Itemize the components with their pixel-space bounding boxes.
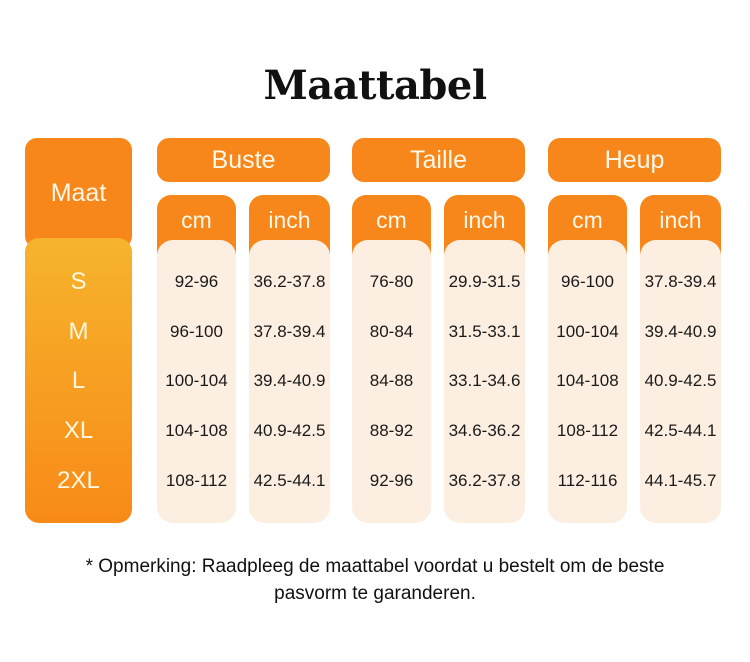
group-header-heup: Heup xyxy=(548,138,721,182)
table-cell: 42.5-44.1 xyxy=(644,421,717,440)
table-cell: 40.9-42.5 xyxy=(253,421,326,440)
table-cell: 100-104 xyxy=(556,322,619,341)
table-cell: 112-116 xyxy=(557,471,618,490)
table-cell: 40.9-42.5 xyxy=(644,371,717,390)
table-cell: 36.2-37.8 xyxy=(253,272,326,291)
table-cell: 37.8-39.4 xyxy=(253,322,326,341)
table-cell: 33.1-34.6 xyxy=(448,371,521,390)
table-cell: 92-96 xyxy=(369,471,414,490)
column-taille-cm: 76-80 80-84 84-88 88-92 92-96 xyxy=(352,240,431,523)
note-line: * Opmerking: Raadpleeg de maattabel voor… xyxy=(85,556,665,577)
size-label: S xyxy=(70,268,87,295)
note: * Opmerking: Raadpleeg de maattabel voor… xyxy=(0,553,750,607)
table-cell: 100-104 xyxy=(165,371,228,390)
table-cell: 42.5-44.1 xyxy=(253,471,326,490)
column-buste-inch: 36.2-37.8 37.8-39.4 39.4-40.9 40.9-42.5 42.5… xyxy=(249,240,330,523)
table-cell: 39.4-40.9 xyxy=(644,322,717,341)
size-label: XL xyxy=(63,417,94,444)
column-heup-cm: 96-100 100-104 104-108 108-112 112-116 xyxy=(548,240,627,523)
column-buste-cm: 92-96 96-100 100-104 104-108 108-112 xyxy=(157,240,236,523)
table-cell: 84-88 xyxy=(369,371,414,390)
page-title: Maattabel xyxy=(263,62,487,109)
size-column: S M L XL 2XL xyxy=(25,238,132,523)
table-cell: 96-100 xyxy=(170,322,223,341)
table-cell: 39.4-40.9 xyxy=(253,371,326,390)
size-label: M xyxy=(68,318,89,345)
table-cell: 36.2-37.8 xyxy=(448,471,521,490)
table-cell: 96-100 xyxy=(561,272,614,291)
size-label: L xyxy=(71,367,86,394)
group-header-buste: Buste xyxy=(157,138,330,182)
column-taille-inch: 29.9-31.5 31.5-33.1 33.1-34.6 34.6-36.2 36.2… xyxy=(444,240,525,523)
size-label: 2XL xyxy=(57,467,100,494)
table-cell: 108-112 xyxy=(165,471,228,490)
table-cell: 29.9-31.5 xyxy=(448,272,521,291)
table-cell: 80-84 xyxy=(369,322,414,341)
table-cell: 31.5-33.1 xyxy=(448,322,521,341)
column-heup-inch: 37.8-39.4 39.4-40.9 40.9-42.5 42.5-44.1 44.1… xyxy=(640,240,721,523)
table-cell: 76-80 xyxy=(369,272,414,291)
table-cell: 44.1-45.7 xyxy=(644,471,717,490)
group-header-taille: Taille xyxy=(352,138,525,182)
size-header: Maat xyxy=(25,138,132,248)
table-cell: 104-108 xyxy=(556,371,619,390)
table-cell: 88-92 xyxy=(369,421,414,440)
table-cell: 37.8-39.4 xyxy=(644,272,717,291)
table-cell: 92-96 xyxy=(174,272,219,291)
table-cell: 104-108 xyxy=(165,421,228,440)
table-cell: 108-112 xyxy=(556,421,619,440)
table-cell: 34.6-36.2 xyxy=(448,421,521,440)
note-line: pasvorm te garanderen. xyxy=(274,583,476,604)
